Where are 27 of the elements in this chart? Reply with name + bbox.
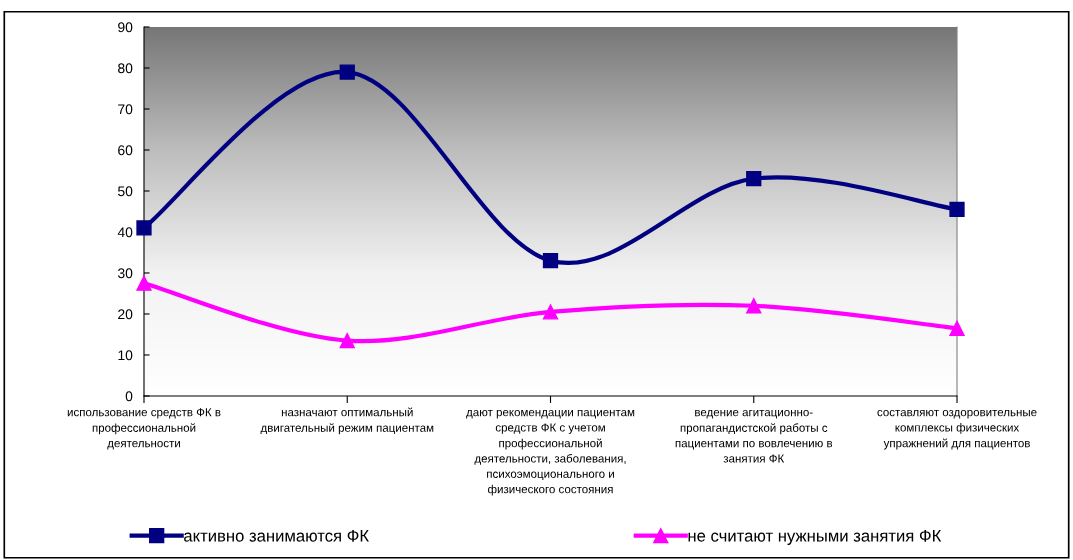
- legend-label: не считают нужными занятия ФК: [688, 529, 942, 545]
- x-tick-label: назначают оптимальный двигательный режим пациентам: [260, 407, 434, 435]
- point: [746, 171, 762, 187]
- y-tick-label: 80: [118, 63, 133, 74]
- point: [949, 320, 965, 336]
- y-tick-label: 20: [118, 309, 133, 320]
- x-tick-label: ведение агитационно- пропагандистской работы с пациентами по вовлечению в занятия ФК: [675, 409, 833, 463]
- legend-label: активно занимаются ФК: [184, 529, 369, 542]
- point: [136, 275, 152, 291]
- x-tick-label: составляют оздоровительные комплексы физических упражнений для пациентов: [877, 409, 1037, 450]
- point: [136, 220, 152, 236]
- point: [746, 298, 762, 314]
- point: [542, 304, 559, 320]
- y-tick-label: 70: [118, 104, 133, 115]
- point: [339, 64, 355, 80]
- y-tick-label: 50: [117, 186, 133, 197]
- x-tick-label: дают рекомендации пациентам средств ФК с учетом профессиональной деятельности, заболевания, психоэмоционального и физического состояния: [466, 409, 635, 496]
- y-tick-label: 0: [125, 391, 133, 402]
- y-tick-label: 60: [118, 145, 133, 156]
- y-tick-label: 10: [118, 350, 133, 361]
- y-tick-label: 40: [117, 227, 133, 238]
- point: [542, 253, 559, 269]
- y-tick-label: 90: [118, 22, 133, 33]
- point: [339, 332, 355, 349]
- x-tick-label: использование средств ФК в профессиональной деятельности: [67, 408, 221, 450]
- point: [949, 201, 965, 218]
- y-tick-label: 30: [117, 268, 133, 279]
